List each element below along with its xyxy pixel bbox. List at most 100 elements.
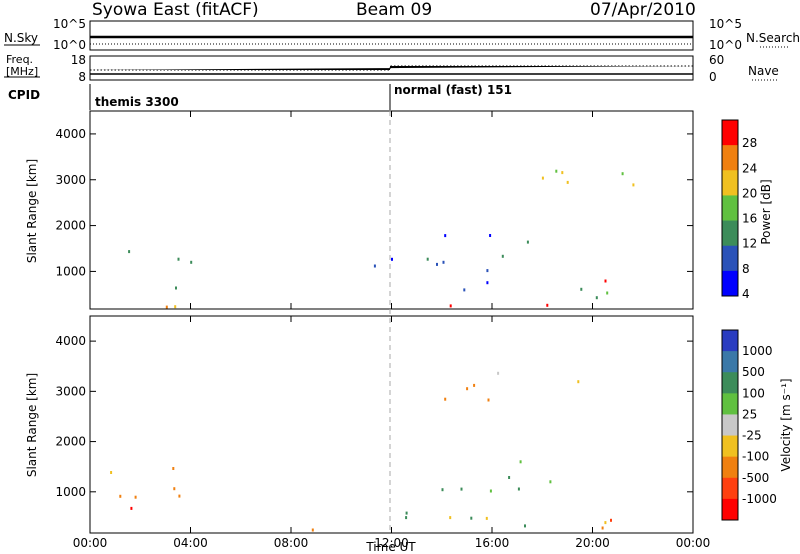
colorbar-swatch [722,414,738,437]
colorbar-swatch [722,435,738,458]
data-cell [449,304,452,308]
station-title: Syowa East (fitACF) [92,0,259,20]
colorbar-tick-label: 20 [742,186,757,200]
data-cell [577,380,580,384]
data-cell [130,506,133,510]
data-cell [442,260,445,264]
y-tick-label: 2000 [55,435,86,449]
power-colorbar-label: Power [dB] [759,179,773,244]
colorbar-tick-label: 25 [742,407,757,421]
colorbar-swatch [722,456,738,479]
data-cell [487,398,490,402]
x-tick-label: 20:00 [575,536,610,550]
colorbar-tick-label: 16 [742,212,757,226]
data-cell [373,264,376,268]
velocity-colorbar-label: Velocity [m s⁻¹] [779,378,793,471]
data-cell [526,240,529,244]
colorbar-swatch [722,393,738,415]
data-cell [466,387,469,391]
data-cell [524,524,526,528]
colorbar-swatch [722,372,738,394]
data-cell [473,383,476,387]
y-tick-label: 4000 [55,334,86,348]
data-cell [508,476,511,479]
velocity-panel: 1000 2000 3000 4000 Slant Range [km] [25,315,694,534]
power-scatter [128,169,635,309]
colorbar-tick-label: -100 [742,450,769,464]
data-cell [489,234,492,237]
velocity-y-ticks: 1000 2000 3000 4000 [55,334,693,499]
data-cell [566,180,569,184]
nsky-tick-hi: 10^5 [53,17,86,31]
data-cell [486,281,489,285]
colorbar-tick-label: 4 [742,287,750,301]
x-tick-label: 04:00 [173,536,208,550]
colorbar-tick-label: 24 [742,161,757,175]
colorbar-swatch [722,270,738,297]
nsearch-tick-lo: 10^0 [709,38,742,52]
colorbar-tick-label: 8 [742,262,750,276]
x-tick-label: 00:00 [676,536,711,550]
freq-tick-hi: 18 [71,53,86,67]
data-cell [173,487,176,491]
colorbar-swatch [722,220,738,247]
x-tick-label: 08:00 [274,536,309,550]
nave-trace [90,65,693,71]
time-axis: 00:00 04:00 08:00 12:00 16:00 20:00 00:00 [73,111,711,550]
colorbar-tick-label: -25 [742,429,762,443]
data-cell [463,288,466,292]
data-cell [485,516,488,520]
colorbar-swatch [722,477,738,500]
power-panel: 1000 2000 3000 4000 Slant Range [km] [25,110,694,310]
x-tick-label: 00:00 [73,536,108,550]
y-tick-label: 1000 [55,485,86,499]
data-cell [470,516,473,520]
data-cell [178,494,181,498]
data-cell [444,234,447,238]
beam-label: Beam 09 [356,0,433,20]
colorbar-tick-label: 500 [742,365,765,379]
nsky-label: N.Sky [4,31,39,45]
colorbar-swatch [722,120,738,146]
power-colorbar: 28 24 20 16 12 8 4 [721,119,757,301]
colorbar-swatch [722,145,738,171]
data-cell [501,254,504,258]
nsearch-label: N.Search [746,31,800,45]
cpid-segment-1: themis 3300 [95,95,179,109]
freq-tick-lo: 8 [78,70,86,84]
colorbar-swatch [722,330,738,352]
colorbar-frame [721,329,739,521]
y-tick-label: 3000 [55,173,86,187]
data-cell [621,172,624,176]
data-cell [610,518,612,522]
data-cell [489,489,492,493]
time-axis-label: Time UT [365,540,416,554]
power-y-ticks: 1000 2000 3000 4000 [55,127,693,278]
colorbar-swatch [722,245,738,272]
data-cell [549,480,552,484]
data-cell [405,511,408,515]
colorbar-tick-label: 28 [742,136,757,150]
y-tick-label: 1000 [55,264,86,278]
colorbar-tick-label: 12 [742,237,757,251]
date-label: 07/Apr/2010 [590,0,696,20]
data-cell [561,171,564,175]
nave-tick-hi: 60 [709,53,724,67]
nave-label: Nave [748,64,779,78]
data-cell [497,371,500,375]
colorbar-swatch [722,351,738,373]
data-cell [441,488,444,492]
colorbar-frame [721,119,739,297]
cpid-panel [89,84,391,110]
nsearch-tick-hi: 10^5 [709,17,742,31]
data-cell [110,471,113,474]
data-cell [426,257,429,261]
data-cell [190,260,193,264]
velocity-colorbar: 1000 500 100 25 -25 -100 -500 -1000 [721,329,777,521]
x-tick-label: 16:00 [475,536,510,550]
data-cell [177,257,180,261]
colorbar-tick-label: -500 [742,471,769,485]
freq-panel: 18 8 60 0 [4,53,778,84]
y-tick-label: 3000 [55,384,86,398]
velocity-ylabel: Slant Range [km] [25,373,39,477]
